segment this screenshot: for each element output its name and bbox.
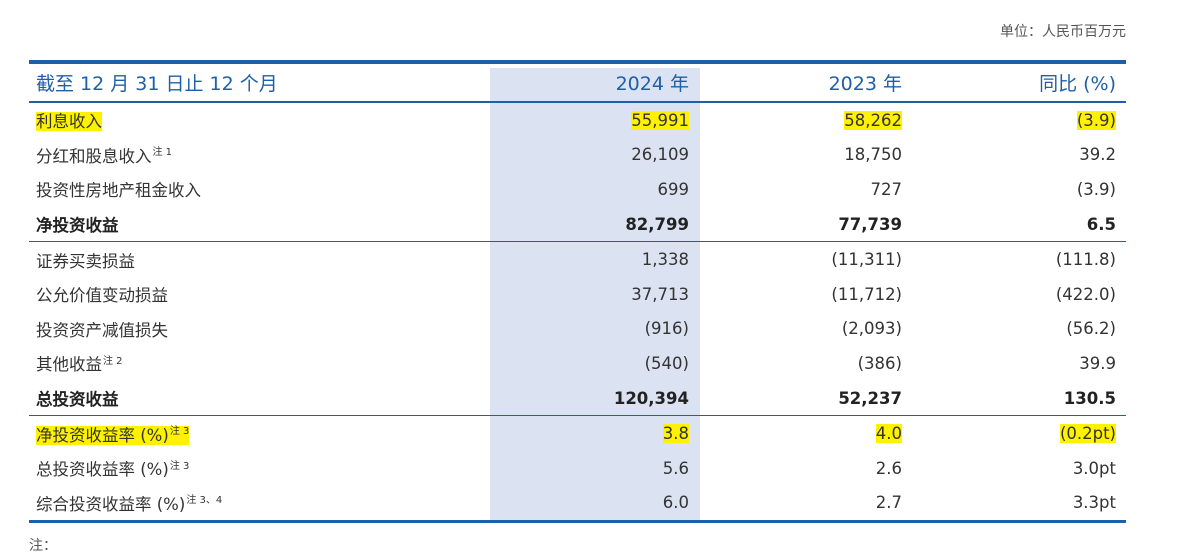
cell-2024: 55,991 [631,110,689,130]
row-label: 证券买卖损益 [36,251,135,271]
cell-yoy: (3.9) [1076,110,1116,130]
cell-yoy: 6.5 [1086,214,1116,234]
cell-2024: 6.0 [662,493,689,513]
row-label: 利息收入 [36,112,102,132]
cell-2024: 699 [657,179,690,199]
row-label: 公允价值变动损益 [36,286,168,306]
cell-2024: 5.6 [662,458,689,478]
table-header: 截至 12 月 31 日止 12 个月 2024 年 2023 年 同比 (%) [29,64,1126,103]
cell-2023: 2.6 [875,458,902,478]
cell-2024: 120,394 [613,388,689,408]
cell-2024: (916) [644,319,689,339]
cell-2023: 4.0 [875,424,902,444]
cell-yoy: (111.8) [1055,250,1116,270]
cell-2023: 77,739 [838,214,902,234]
cell-yoy: (0.2pt) [1059,424,1116,444]
footnote-ref: 注 2 [103,355,123,367]
cell-2024: (540) [644,353,689,373]
footnote-ref: 注 3 [169,426,190,438]
investment-income-table: 截至 12 月 31 日止 12 个月 2024 年 2023 年 同比 (%)… [29,60,1126,524]
cell-2023: 58,262 [844,110,902,130]
cell-yoy: 130.5 [1063,388,1116,408]
table-row: 证券买卖损益 1,338 (11,311) (111.8) [29,241,1126,277]
row-label: 分红和股息收入 [36,146,152,166]
cell-2023: 727 [870,179,903,199]
row-label: 综合投资收益率 (%) [36,494,186,514]
header-period: 截至 12 月 31 日止 12 个月 [36,73,278,95]
table-row-total: 总投资收益 120,394 52,237 130.5 [29,381,1126,416]
row-label: 净投资收益 [36,216,119,236]
table-row: 分红和股息收入注 1 26,109 18,750 39.2 [29,138,1126,173]
header-2024: 2024 年 [615,73,689,95]
cell-2023: 18,750 [844,145,902,165]
cell-2023: 52,237 [838,388,902,408]
cell-yoy: 3.0pt [1072,458,1116,478]
table-row: 总投资收益率 (%)注 3 5.6 2.6 3.0pt [29,451,1126,486]
cell-2024: 82,799 [625,214,689,234]
table-row-subtotal: 净投资收益 82,799 77,739 6.5 [29,207,1126,242]
cell-yoy: 3.3pt [1072,493,1116,513]
column-2024-shading [490,68,700,524]
row-label: 总投资收益率 (%) [36,460,169,480]
cell-yoy: 39.2 [1079,145,1116,165]
cell-2023: 2.7 [875,493,902,513]
cell-2023: (11,712) [831,284,902,304]
header-2023: 2023 年 [828,73,902,95]
footnote-ref: 注 3 [169,460,190,472]
table-row: 其他收益注 2 (540) (386) 39.9 [29,346,1126,381]
cell-yoy: (422.0) [1055,284,1116,304]
row-label: 净投资收益率 (%) [36,425,169,445]
table-row: 综合投资收益率 (%)注 3、4 6.0 2.7 3.3pt [29,486,1126,524]
cell-yoy: (56.2) [1066,319,1116,339]
cell-2023: (386) [857,353,902,373]
row-label: 投资资产减值损失 [36,320,168,340]
cell-2024: 26,109 [631,145,689,165]
row-label: 总投资收益 [36,390,119,410]
unit-label: 单位：人民币百万元 [1000,24,1126,40]
row-label: 投资性房地产租金收入 [36,181,201,201]
footnote-label: 注： [29,538,57,554]
cell-yoy: 39.9 [1079,353,1116,373]
cell-2024: 1,338 [641,250,689,270]
cell-2023: (11,311) [831,250,902,270]
cell-yoy: (3.9) [1076,179,1116,199]
footnote-ref: 注 1 [152,147,173,159]
header-yoy: 同比 (%) [1039,73,1116,95]
cell-2024: 37,713 [631,284,689,304]
cell-2023: (2,093) [841,319,902,339]
table-row: 投资性房地产租金收入 699 727 (3.9) [29,172,1126,207]
row-label: 其他收益 [36,355,102,375]
footnote-ref: 注 3、4 [186,495,223,507]
table-row: 净投资收益率 (%)注 3 3.8 4.0 (0.2pt) [29,415,1126,451]
table-row: 投资资产减值损失 (916) (2,093) (56.2) [29,312,1126,347]
table-row: 利息收入 55,991 58,262 (3.9) [29,103,1126,138]
cell-2024: 3.8 [662,424,689,444]
table-row: 公允价值变动损益 37,713 (11,712) (422.0) [29,277,1126,312]
